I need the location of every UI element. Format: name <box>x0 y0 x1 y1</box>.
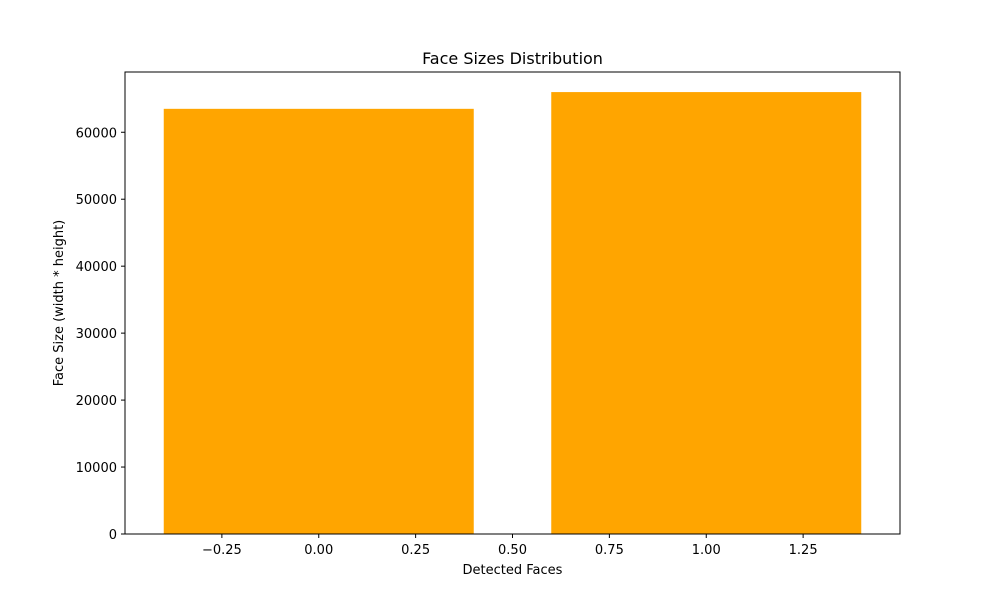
y-tick-label: 20000 <box>76 394 117 409</box>
x-tick-label: 0.25 <box>401 543 430 558</box>
x-tick-label: 0.50 <box>498 543 527 558</box>
y-ticks-group: 0 10000 20000 30000 40000 50000 60000 <box>76 126 125 543</box>
x-tick-label: 0.00 <box>304 543 333 558</box>
x-tick-label: 1.00 <box>692 543 721 558</box>
bar-0 <box>163 108 474 535</box>
x-ticks-group: −0.25 0.00 0.25 0.50 0.75 1.00 1.25 <box>202 534 818 558</box>
x-tick-label: −0.25 <box>202 543 242 558</box>
x-axis-label: Detected Faces <box>463 563 563 578</box>
bars-group <box>163 92 862 535</box>
y-axis-label: Face Size (width * height) <box>52 220 67 387</box>
y-tick-label: 40000 <box>76 260 117 275</box>
x-tick-label: 0.75 <box>595 543 624 558</box>
y-tick-label: 0 <box>109 528 117 543</box>
bar-1 <box>551 92 862 534</box>
plot-area-frame <box>124 71 901 535</box>
y-tick-label: 30000 <box>76 327 117 342</box>
y-tick-label: 50000 <box>76 193 117 208</box>
x-tick-label: 1.25 <box>789 543 818 558</box>
y-tick-label: 60000 <box>76 126 117 141</box>
chart-title: Face Sizes Distribution <box>422 49 603 68</box>
y-tick-label: 10000 <box>76 461 117 476</box>
